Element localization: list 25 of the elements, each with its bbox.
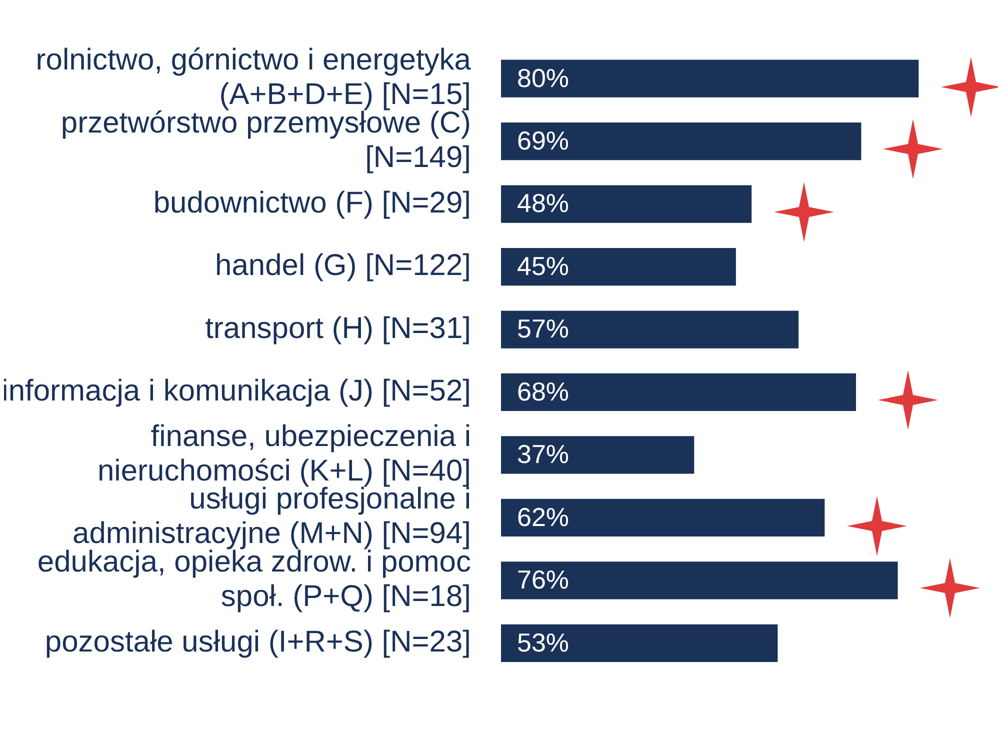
bar xyxy=(501,60,919,98)
data-label: 76% xyxy=(517,564,570,595)
data-label: 37% xyxy=(517,439,570,470)
data-label: 53% xyxy=(517,627,570,658)
data-label: 62% xyxy=(517,502,570,532)
y-tick-label: transport (H) [N=31] xyxy=(205,312,471,345)
y-tick-label: informacja i komunikacja (J) [N=52] xyxy=(2,374,471,408)
y-tick-label: budownictwo (F) [N=29] xyxy=(153,186,471,220)
bar xyxy=(501,185,752,223)
bar xyxy=(501,373,856,412)
data-label: 48% xyxy=(517,188,570,218)
bar xyxy=(501,562,898,600)
y-tick-label: pozostałe usługi (I+R+S) [N=23] xyxy=(44,625,471,658)
y-tick-label: handel (G) [N=122] xyxy=(215,249,471,282)
data-label: 57% xyxy=(517,314,570,344)
bar xyxy=(501,624,778,662)
bar xyxy=(501,122,862,160)
bar xyxy=(501,310,799,348)
bar xyxy=(501,248,736,286)
data-label: 45% xyxy=(517,250,570,281)
bar xyxy=(501,498,825,537)
data-label: 68% xyxy=(517,376,570,406)
bar xyxy=(501,436,694,474)
data-label: 69% xyxy=(517,126,570,156)
data-label: 80% xyxy=(517,62,570,93)
